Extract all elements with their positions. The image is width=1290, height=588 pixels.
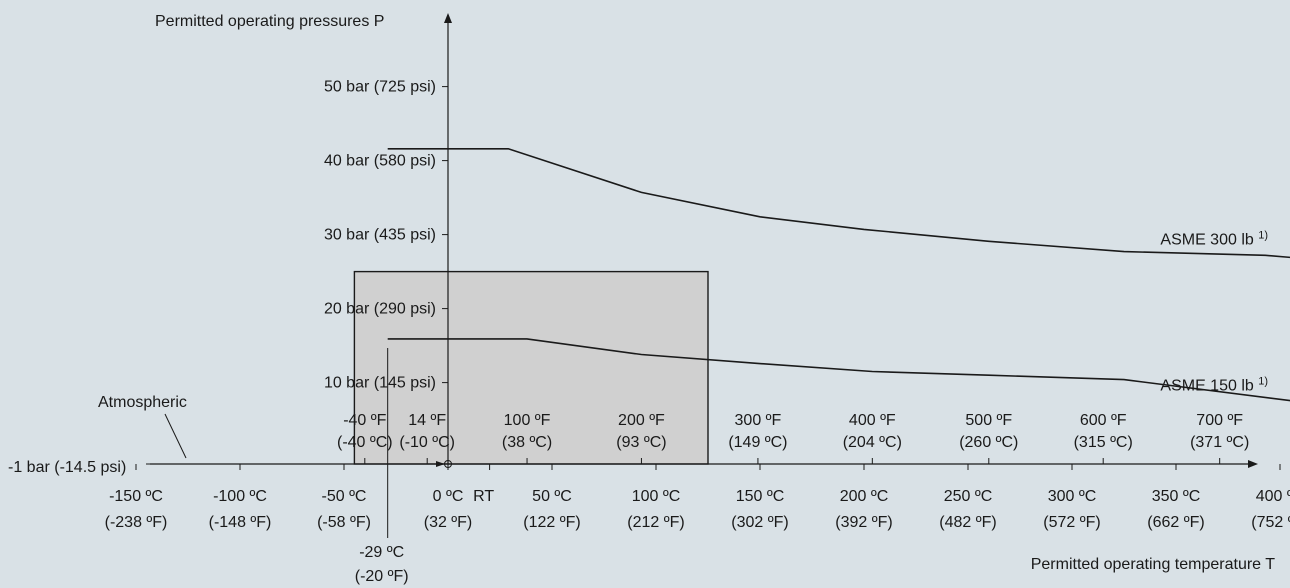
x-tick-label-f: 100 ºF	[504, 412, 551, 429]
axes-layer	[150, 13, 1258, 468]
y-tick-label: 40 bar (580 psi)	[324, 153, 436, 170]
rt-label: RT	[473, 488, 494, 505]
y-tick-label: 10 bar (145 psi)	[324, 375, 436, 392]
series-line-asme-300	[387, 148, 1290, 259]
x-tick-label-f-equiv: (122 ºF)	[523, 514, 580, 531]
x-tick-label-c: 150 ºC	[736, 488, 785, 505]
x-tick-label-c-equiv: (371 ºC)	[1190, 434, 1249, 451]
y-tick-label: 20 bar (290 psi)	[324, 301, 436, 318]
x-tick-label-f: 600 ºF	[1080, 412, 1127, 429]
x-tick-label-f-equiv: (482 ºF)	[939, 514, 996, 531]
x-tick-label-f: 14 ºF	[408, 412, 446, 429]
series-label-superscript: 1)	[1258, 230, 1268, 242]
x-tick-label-c: 200 ºC	[840, 488, 889, 505]
x-tick-label-f: 400 ºF	[849, 412, 896, 429]
x-tick-label-f-equiv: (212 ºF)	[627, 514, 684, 531]
x-tick-label-f-equiv: (-58 ºF)	[317, 514, 371, 531]
x-tick-label-c: -50 ºC	[322, 488, 367, 505]
y-axis-title: Permitted operating pressures P	[155, 13, 384, 30]
x-tick-label-f-equiv: (-148 ºF)	[209, 514, 272, 531]
series-layer: ASME 300 lb 1) ASME 150 lb 1)	[387, 148, 1290, 402]
series-label-asme-150: ASME 150 lb 1)	[1160, 376, 1268, 395]
atmospheric-pointer	[164, 413, 187, 459]
minus29-label-f: (-20 ºF)	[355, 568, 409, 585]
x-tick-label-c: 250 ºC	[944, 488, 993, 505]
x-axis-arrow	[1248, 460, 1258, 468]
x-tick-label-c: -100 ºC	[213, 488, 267, 505]
x-tick-label-f: 500 ºF	[965, 412, 1012, 429]
series-line-asme-150	[387, 338, 1290, 402]
ticks-layer: 10 bar (145 psi) 20 bar (290 psi) 30 bar (…	[105, 79, 1290, 585]
highlight-region	[353, 270, 709, 465]
x-axis-title: Permitted operating temperature T	[1031, 556, 1276, 573]
x-tick-label-f-equiv: (-238 ºF)	[105, 514, 168, 531]
x-tick-label-c-equiv: (204 ºC)	[843, 434, 902, 451]
y-tick-label: 30 bar (435 psi)	[324, 227, 436, 244]
x-tick-label-c-equiv: (149 ºC)	[728, 434, 787, 451]
x-tick-label-c: -150 ºC	[109, 488, 163, 505]
x-tick-label-c-equiv: (-40 ºC)	[337, 434, 393, 451]
highlight-layer	[353, 270, 709, 465]
series-label-asme-300: ASME 300 lb 1)	[1160, 230, 1268, 249]
baseline-label: -1 bar (-14.5 psi)	[8, 459, 126, 476]
x-tick-label-f-equiv: (32 ºF)	[424, 514, 473, 531]
minus29-label-c: -29 ºC	[359, 544, 404, 561]
x-tick-label-c-equiv: (93 ºC)	[616, 434, 666, 451]
x-tick-label-f-equiv: (302 ºF)	[731, 514, 788, 531]
x-tick-label-f: 300 ºF	[735, 412, 782, 429]
x-tick-label-c: 0 ºC	[433, 488, 464, 505]
y-tick-label: 50 bar (725 psi)	[324, 79, 436, 96]
x-tick-label-c: 50 ºC	[532, 488, 572, 505]
x-tick-label-c: 400 ºC	[1256, 488, 1290, 505]
x-tick-label-f: -40 ºF	[343, 412, 386, 429]
x-tick-label-c: 100 ºC	[632, 488, 681, 505]
x-tick-label-f: 200 ºF	[618, 412, 665, 429]
atmospheric-label: Atmospheric	[98, 394, 187, 411]
x-tick-label-c-equiv: (38 ºC)	[502, 434, 552, 451]
y-axis-arrow	[444, 13, 452, 23]
x-tick-label-c: 300 ºC	[1048, 488, 1097, 505]
x-tick-label-f: 700 ºF	[1196, 412, 1243, 429]
x-tick-label-c: 350 ºC	[1152, 488, 1201, 505]
labels-layer: Permitted operating pressures P Permitte…	[8, 13, 1275, 573]
x-tick-label-c-equiv: (315 ºC)	[1074, 434, 1133, 451]
series-label-superscript: 1)	[1258, 376, 1268, 388]
x-tick-label-f-equiv: (662 ºF)	[1147, 514, 1204, 531]
x-tick-label-c-equiv: (-10 ºC)	[399, 434, 455, 451]
x-tick-label-c-equiv: (260 ºC)	[959, 434, 1018, 451]
x-tick-label-f-equiv: (752 ºF)	[1251, 514, 1290, 531]
x-tick-label-f-equiv: (572 ºF)	[1043, 514, 1100, 531]
x-tick-label-f-equiv: (392 ºF)	[835, 514, 892, 531]
x-axis-inner-arrow	[436, 461, 445, 467]
